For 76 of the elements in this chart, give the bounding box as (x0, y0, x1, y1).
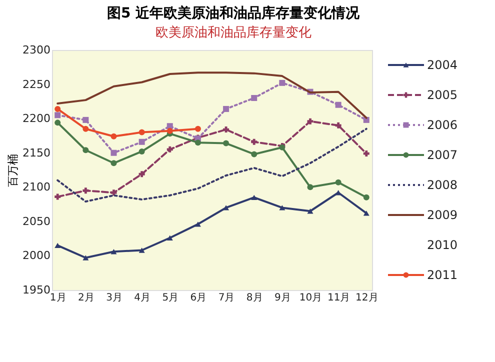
x-tick-label: 9月 (274, 292, 291, 304)
y-tick-label: 2200 (22, 112, 50, 126)
point (307, 118, 314, 124)
point (251, 95, 258, 101)
point (166, 128, 173, 134)
point (251, 151, 258, 158)
point (166, 146, 173, 152)
point (307, 184, 314, 190)
legend-label: 2005 (427, 88, 458, 102)
point (223, 140, 230, 146)
point (363, 194, 370, 200)
point (335, 102, 342, 108)
point (166, 123, 173, 130)
point (54, 106, 61, 112)
legend-label: 2009 (427, 208, 458, 222)
point (54, 112, 61, 118)
point (82, 188, 89, 194)
chart-subtitle: 欧美原油和油品库存量变化 (155, 24, 312, 40)
point (194, 140, 201, 146)
x-tick-label: 6月 (190, 292, 207, 304)
point (82, 126, 89, 132)
x-tick-label: 5月 (162, 292, 179, 304)
text: 2010 (427, 238, 458, 252)
point (110, 190, 117, 196)
y-tick-label: 2300 (22, 44, 50, 56)
point (110, 150, 117, 156)
x-tick-label: 11月 (327, 292, 350, 304)
point (223, 106, 230, 112)
y-axis-title: 百万桶 (6, 154, 20, 187)
legend-label: 2006 (427, 118, 458, 132)
point (363, 150, 370, 157)
point (251, 194, 258, 200)
x-tick-label: 8月 (246, 292, 263, 304)
y-tick-label: 2000 (22, 249, 50, 262)
y-tick-label: 2250 (22, 78, 50, 91)
point (138, 248, 145, 253)
point (110, 133, 117, 140)
x-tick-label: 1月 (50, 292, 66, 304)
point (335, 179, 342, 186)
point (54, 194, 61, 200)
point (138, 171, 145, 178)
legend-label: 2008 (427, 178, 458, 192)
point (82, 255, 89, 260)
point (363, 210, 370, 216)
point (223, 205, 230, 210)
point (82, 116, 89, 123)
point (251, 138, 258, 145)
x-tick-label: 3月 (106, 292, 122, 304)
point (279, 205, 286, 210)
x-tick-label: 12月 (356, 292, 378, 304)
legend-label: 2011 (427, 268, 458, 282)
x-tick-label: 10月 (299, 292, 322, 304)
y-tick-label: 2050 (22, 214, 50, 228)
x-tick-label: 2月 (78, 292, 94, 304)
point (82, 147, 89, 154)
point (110, 160, 117, 166)
y-tick-label: 2150 (22, 146, 50, 160)
legend-label: 2007 (427, 148, 458, 162)
point (335, 122, 342, 128)
point (166, 235, 173, 240)
point (307, 208, 314, 214)
x-tick-label: 4月 (134, 292, 151, 304)
point (194, 126, 201, 132)
point (138, 148, 145, 154)
x-tick-label: 7月 (218, 292, 235, 304)
point (194, 222, 201, 227)
chart-title: 图5 近年欧美原油和油品库存量变化情况 (106, 4, 361, 22)
point (54, 120, 61, 126)
point (279, 80, 286, 86)
point (54, 242, 61, 248)
y-tick-label: 1950 (22, 284, 50, 296)
point (138, 138, 145, 145)
point (110, 249, 117, 254)
y-tick-label: 2100 (22, 180, 50, 194)
point (138, 129, 145, 136)
legend-label: 2004 (427, 58, 458, 72)
